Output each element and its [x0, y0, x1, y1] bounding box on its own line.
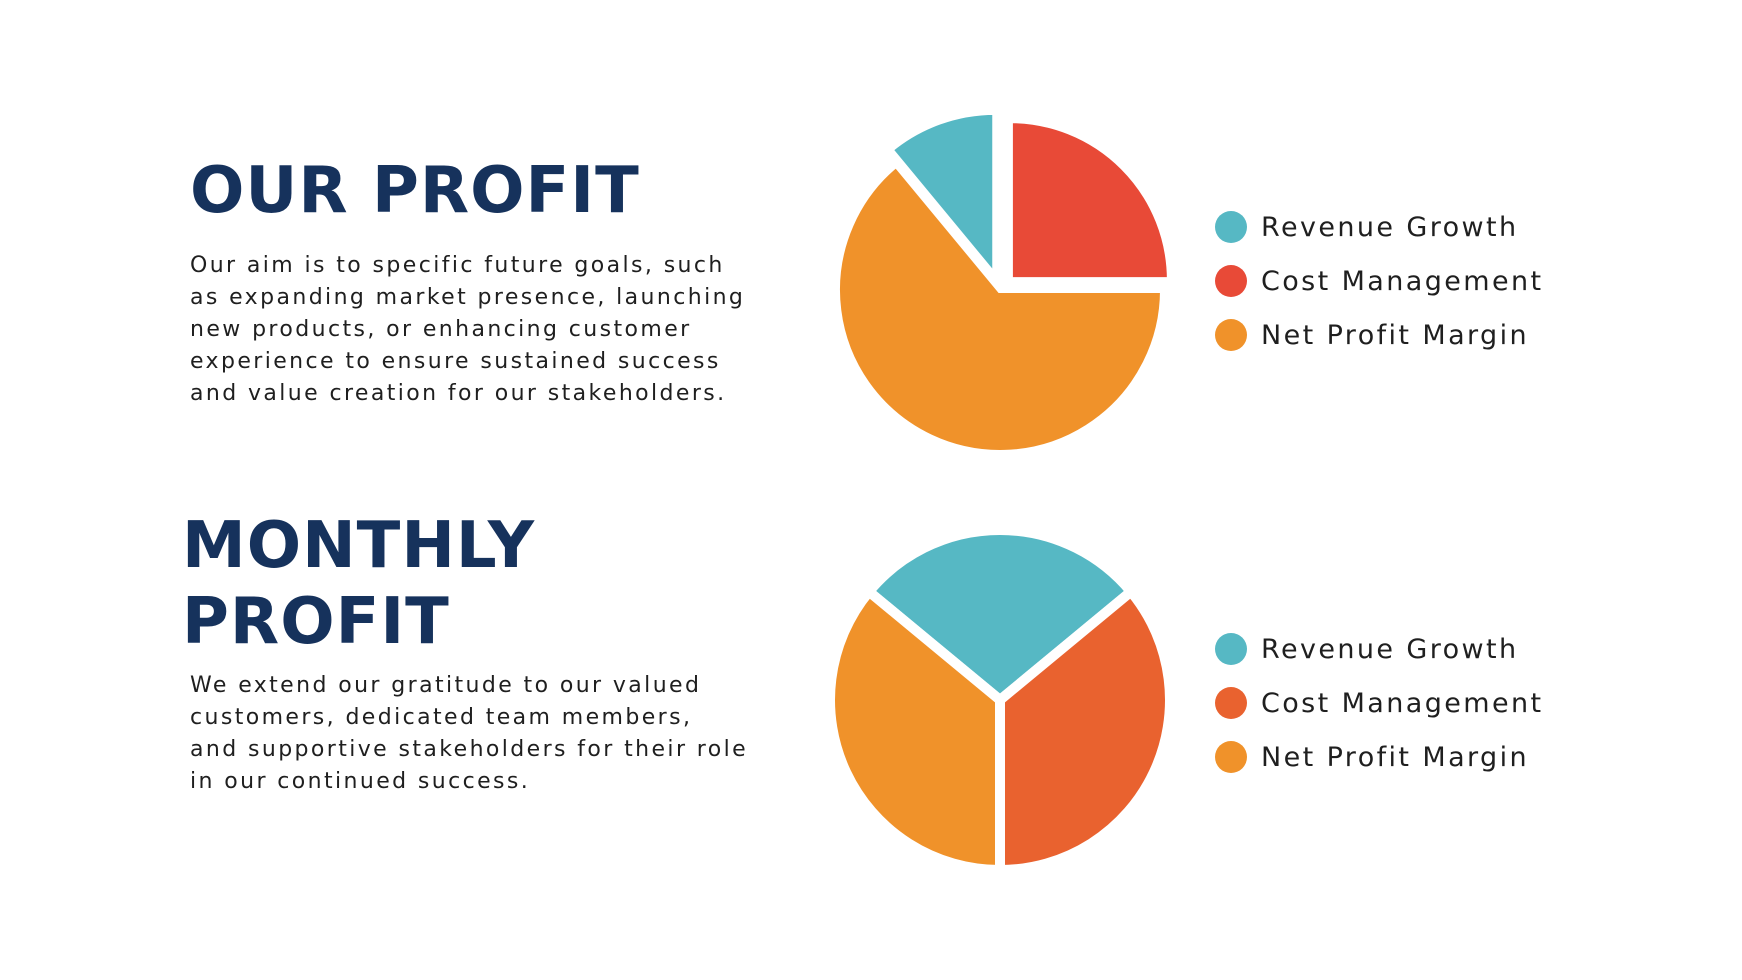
legend-label-net-profit-margin: Net Profit Margin [1261, 741, 1530, 773]
legend-label-revenue-growth: Revenue Growth [1261, 633, 1519, 665]
legend-item-cost-management: Cost Management [1215, 254, 1543, 308]
legend-our-profit: Revenue Growth Cost Management Net Profi… [1215, 200, 1543, 362]
legend-item-revenue-growth: Revenue Growth [1215, 622, 1543, 676]
section-title-our-profit: OUR PROFIT [190, 154, 640, 228]
pie-slice-cost-management [1006, 117, 1173, 284]
legend-swatch-cost-management [1215, 265, 1247, 297]
legend-item-net-profit-margin: Net Profit Margin [1215, 730, 1543, 784]
legend-label-cost-management: Cost Management [1261, 687, 1544, 719]
legend-item-revenue-growth: Revenue Growth [1215, 200, 1543, 254]
legend-swatch-cost-management [1215, 687, 1247, 719]
legend-item-net-profit-margin: Net Profit Margin [1215, 308, 1543, 362]
pie-chart-monthly-profit [825, 525, 1175, 876]
section-title-monthly-profit: MONTHLY PROFIT [182, 509, 536, 659]
legend-label-revenue-growth: Revenue Growth [1261, 211, 1519, 243]
pie-slice-net-profit-margin [825, 584, 1005, 876]
legend-label-net-profit-margin: Net Profit Margin [1261, 319, 1530, 351]
legend-swatch-net-profit-margin [1215, 319, 1247, 351]
pie-slice-cost-management [995, 584, 1175, 876]
legend-swatch-revenue-growth [1215, 211, 1247, 243]
legend-monthly-profit: Revenue Growth Cost Management Net Profi… [1215, 622, 1543, 784]
pie-slice-net-profit-margin [834, 160, 1167, 456]
legend-swatch-revenue-growth [1215, 633, 1247, 665]
legend-label-cost-management: Cost Management [1261, 265, 1544, 297]
legend-swatch-net-profit-margin [1215, 741, 1247, 773]
section-description-our-profit: Our aim is to specific future goals, suc… [190, 253, 746, 406]
pie-chart-our-profit [834, 108, 1173, 456]
section-description-monthly-profit: We extend our gratitude to our valued cu… [190, 673, 749, 794]
legend-item-cost-management: Cost Management [1215, 676, 1543, 730]
pie-slice-revenue-growth [885, 108, 999, 286]
pie-slice-revenue-growth [861, 525, 1139, 707]
